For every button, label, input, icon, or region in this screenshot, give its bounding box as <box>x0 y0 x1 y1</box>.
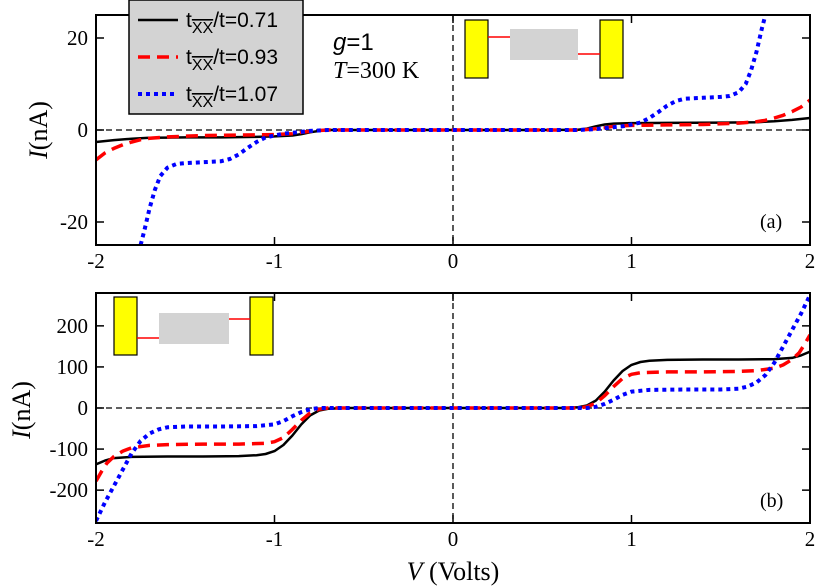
inset-a-left-electrode <box>464 19 489 79</box>
panel-b-y-tick-label: -100 <box>50 437 89 461</box>
legend-entry-3: tXX/t=1.07 <box>138 83 278 111</box>
panel-a-x-tick-label: -1 <box>266 249 284 273</box>
panel-b-y-tick-label: 100 <box>57 355 89 379</box>
panel-a-x-tick-label: 1 <box>626 249 637 273</box>
legend: tXX/t=0.71 tXX/t=0.93 tXX/t=1.07 <box>128 0 304 115</box>
x-axis-label: V (Volts) <box>407 557 500 586</box>
panel-b-y-tick-label: 200 <box>57 314 89 338</box>
panel-b-y-tick-label: 0 <box>78 396 89 420</box>
panel-a: -2 -1 0 1 2 -20 0 20 tXX/t=0.71 tXX/t=0.93 tXX/… <box>24 0 815 273</box>
panel-b-ylabel: I(nA) <box>7 381 36 440</box>
panel-a-x-tick-label: 0 <box>448 249 459 273</box>
panel-b-x-tick-label: -2 <box>87 527 105 551</box>
panel-b-x-tick-label: 1 <box>626 527 637 551</box>
panel-a-series-dotted-line <box>138 15 768 245</box>
legend-entry-1: tXX/t=0.71 <box>138 9 278 37</box>
inset-a-right-electrode <box>599 19 624 79</box>
inset-b-left-electrode <box>113 296 138 356</box>
annotation-temperature: T=300 K <box>333 58 420 84</box>
inset-b-molecule <box>159 313 229 344</box>
panel-a-y-tick-label: 20 <box>67 26 88 50</box>
panel-b-x-tick-label: 2 <box>805 527 816 551</box>
panel-b: -2 -1 0 1 2 -200 -100 0 100 200 (b) I(nA) V (Volt… <box>7 292 816 586</box>
legend-label-1: tXX/t=0.71 <box>186 9 278 37</box>
panel-b-series-dotted-line <box>96 294 810 522</box>
inset-a-molecule <box>510 29 578 60</box>
panel-a-label: (a) <box>760 211 782 233</box>
panel-b-x-tick-label: -1 <box>266 527 284 551</box>
panel-a-x-tick-label: 2 <box>805 249 816 273</box>
panel-b-label: (b) <box>760 490 783 512</box>
panel-a-y-tick-label: -20 <box>60 210 88 234</box>
legend-entry-2: tXX/t=0.93 <box>138 46 278 74</box>
panel-a-ylabel: I(nA) <box>24 101 53 160</box>
panel-a-x-tick-label: -2 <box>87 249 105 273</box>
panel-b-series <box>96 294 810 522</box>
legend-label-2: tXX/t=0.93 <box>186 46 278 74</box>
panel-a-y-tick-label: 0 <box>78 118 89 142</box>
panel-b-x-tick-label: 0 <box>448 527 459 551</box>
panel-b-y-tick-label: -200 <box>50 478 89 502</box>
inset-b-right-electrode <box>249 296 274 356</box>
inset-a-molecule-diagram <box>464 19 624 79</box>
annotation-g: g=1 <box>333 29 374 56</box>
panel-b-ticks: -2 -1 0 1 2 -200 -100 0 100 200 <box>50 293 816 551</box>
inset-b-molecule-diagram <box>113 296 274 356</box>
legend-label-3: tXX/t=1.07 <box>186 83 278 111</box>
panel-a-series <box>96 15 810 245</box>
